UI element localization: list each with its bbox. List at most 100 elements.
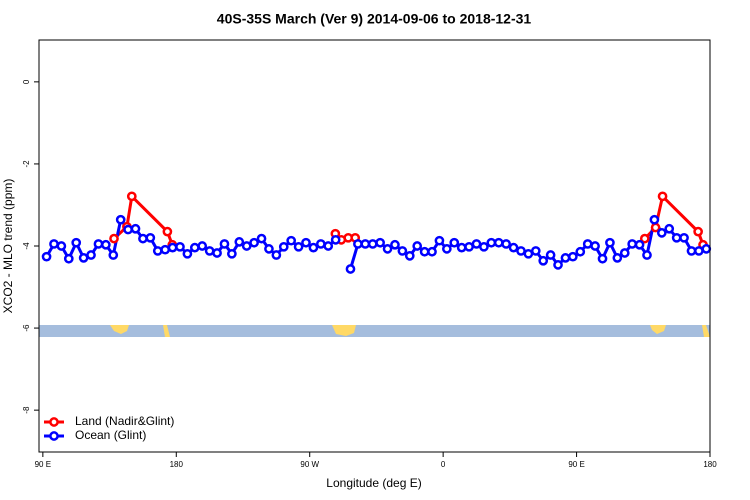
point xyxy=(501,239,512,249)
point xyxy=(197,241,208,251)
point xyxy=(693,226,703,237)
point xyxy=(123,224,133,235)
point xyxy=(605,237,615,248)
point xyxy=(212,248,222,258)
point xyxy=(538,255,549,266)
point xyxy=(71,237,82,248)
land-strip xyxy=(39,325,710,337)
point xyxy=(582,239,593,249)
point xyxy=(456,242,467,253)
point xyxy=(441,244,452,254)
land-blob xyxy=(332,325,356,336)
y-axis-label: XCO2 - MLO trend (ppm) xyxy=(1,179,15,314)
point xyxy=(293,241,304,252)
point xyxy=(86,250,96,260)
point xyxy=(301,237,311,248)
point xyxy=(360,239,371,249)
legend-swatch-point xyxy=(49,431,59,441)
y-tick-label: -8 xyxy=(22,406,31,414)
point xyxy=(256,233,267,244)
point xyxy=(508,242,519,253)
point xyxy=(323,241,334,251)
point xyxy=(471,239,482,249)
point xyxy=(486,237,497,248)
x-tick-label: 0 xyxy=(441,460,446,469)
legend-label: Land (Nadir&Glint) xyxy=(75,414,174,428)
point xyxy=(634,239,645,250)
point xyxy=(315,239,326,249)
point xyxy=(115,214,126,225)
point xyxy=(619,248,630,258)
point xyxy=(219,239,230,249)
point xyxy=(345,264,356,274)
point xyxy=(642,250,652,260)
point xyxy=(152,246,163,256)
x-tick-label: 180 xyxy=(170,460,184,469)
point xyxy=(575,246,586,257)
point xyxy=(545,250,556,260)
point xyxy=(56,241,67,251)
point xyxy=(175,241,185,252)
point xyxy=(530,246,541,256)
point xyxy=(427,246,437,257)
point xyxy=(479,241,489,252)
land-blob xyxy=(163,325,170,337)
point xyxy=(679,232,689,243)
y-tick-label: 0 xyxy=(22,79,31,84)
point xyxy=(286,235,297,246)
x-axis-label: Longitude (deg E) xyxy=(326,476,421,490)
legend-label: Ocean (Glint) xyxy=(75,428,146,442)
x-tick-label: 180 xyxy=(703,460,717,469)
point xyxy=(101,239,111,250)
point xyxy=(308,242,319,253)
point xyxy=(382,244,393,254)
point xyxy=(108,250,119,260)
ocean-strip xyxy=(39,325,710,337)
point xyxy=(109,233,119,244)
point xyxy=(162,226,173,237)
point xyxy=(516,246,526,256)
point xyxy=(130,223,141,234)
point xyxy=(167,242,178,253)
point xyxy=(590,241,600,251)
point xyxy=(464,241,474,252)
point xyxy=(404,250,415,261)
point xyxy=(657,191,668,202)
point xyxy=(227,248,237,259)
point xyxy=(353,239,363,249)
point xyxy=(686,246,697,256)
legend-swatch-point xyxy=(49,417,59,427)
point xyxy=(330,234,341,245)
point xyxy=(612,253,623,263)
point xyxy=(145,232,156,243)
x-tick-label: 90 E xyxy=(568,460,584,469)
point xyxy=(93,239,104,249)
point xyxy=(397,246,408,256)
point xyxy=(160,244,171,255)
point xyxy=(278,241,289,252)
point xyxy=(664,223,675,234)
land-blob xyxy=(110,325,129,334)
point xyxy=(419,246,430,257)
point xyxy=(553,260,563,270)
point xyxy=(639,233,650,244)
point xyxy=(182,248,193,259)
x-tick-label: 90 E xyxy=(35,460,51,469)
point xyxy=(694,246,704,256)
point xyxy=(41,251,52,262)
point xyxy=(493,237,504,248)
point xyxy=(568,251,578,262)
y-tick-label: -6 xyxy=(22,324,31,332)
point xyxy=(63,253,74,264)
point xyxy=(264,244,274,254)
x-tick-label: 90 W xyxy=(300,460,319,469)
chart-title: 40S-35S March (Ver 9) 2014-09-06 to 2018… xyxy=(217,11,532,27)
point xyxy=(597,253,608,264)
point xyxy=(204,246,215,256)
point xyxy=(523,248,534,259)
point xyxy=(412,241,423,251)
land-blob xyxy=(702,325,710,337)
point xyxy=(656,228,667,238)
point xyxy=(375,237,385,248)
